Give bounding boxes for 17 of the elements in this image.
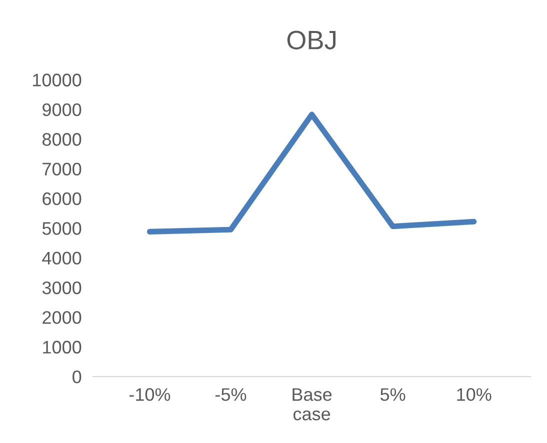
- x-tick-label: Base case: [292, 388, 332, 420]
- y-tick-label: 7000: [42, 162, 82, 176]
- y-tick-label: 0: [72, 370, 82, 384]
- y-tick-label: 4000: [42, 252, 82, 265]
- y-tick-label: 10000: [33, 74, 82, 86]
- y-tick-label: 8000: [42, 133, 82, 146]
- y-tick-label: 1000: [43, 340, 82, 354]
- x-tick-label: -5%: [216, 388, 246, 401]
- y-tick-label: 3000: [42, 281, 82, 294]
- y-tick-label: 6000: [42, 192, 82, 206]
- y-tick-label: 2000: [42, 311, 82, 324]
- x-tick-label: 5%: [380, 388, 406, 401]
- y-tick-label: 9000: [42, 103, 82, 116]
- chart-title: OBJ: [287, 30, 336, 50]
- x-tick-label: 10%: [457, 388, 492, 401]
- y-tick-label: 5000: [42, 222, 82, 235]
- x-tick-label: -10%: [129, 388, 170, 401]
